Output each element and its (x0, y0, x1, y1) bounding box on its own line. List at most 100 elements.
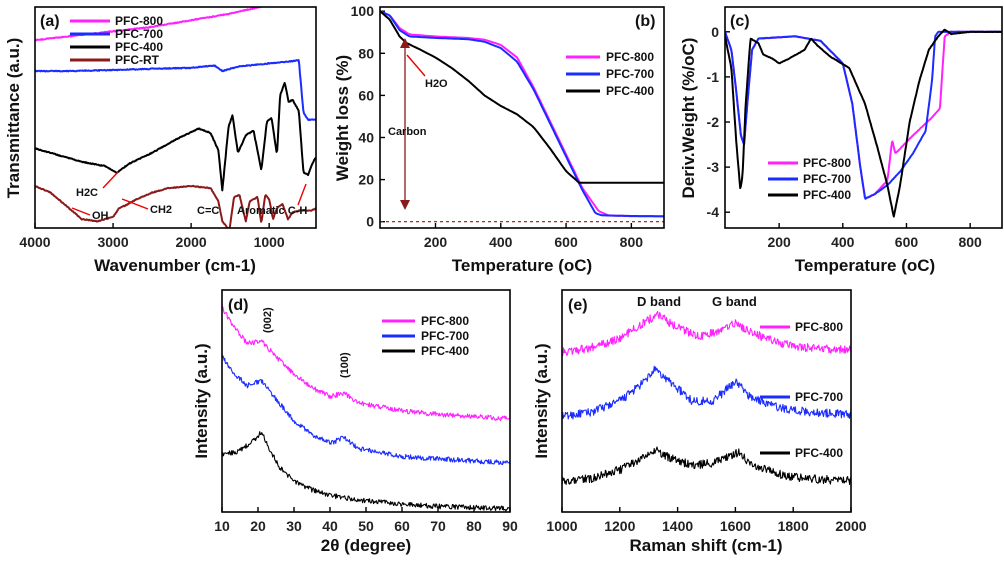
panel-d-xtick-label: 40 (322, 518, 338, 534)
panel-d-xtick-label: 70 (430, 518, 446, 534)
panel-e-xtick-label: 1800 (778, 518, 809, 534)
legend-e-400: PFC-400 (795, 446, 843, 460)
panel-b-ylabel: Weight loss (%) (333, 55, 352, 181)
panel-c-ytick-label: -4 (707, 204, 720, 220)
panel-b-frame (379, 6, 665, 229)
anno-carbon: Carbon (388, 126, 427, 138)
anno-h2c-arrow (102, 171, 119, 189)
panel-a-ylabel: Transmittance (a.u.) (4, 38, 23, 199)
panel-c-label: (c) (730, 13, 750, 30)
panel-d-series (222, 305, 510, 512)
panel-d-ylabel: Intensity (a.u.) (192, 343, 211, 458)
panel-c-ylabel: Deriv.Weight (%/oC) (679, 38, 698, 199)
series-line-pfc-700 (380, 10, 664, 218)
series-line-pfc-800 (380, 10, 664, 218)
panel-a-frame (34, 6, 317, 229)
panel-d-frame (221, 289, 511, 513)
legend-pfc400: PFC-400 (115, 40, 163, 54)
panel-a-xtick-label: 4000 (19, 234, 50, 250)
panel-d-xtick-label: 60 (394, 518, 410, 534)
panel-c-frame (724, 6, 1003, 229)
series-line-pfc-700 (562, 365, 851, 421)
panel-b-xlabel: Temperature (oC) (452, 256, 592, 275)
panel-a-ticks: 4000 3000 2000 1000 (19, 223, 285, 250)
panel-c-ytick-label: -1 (707, 69, 720, 85)
panel-b-ytick-label: 100 (351, 3, 375, 19)
legend-c-400: PFC-400 (803, 188, 851, 202)
panel-d-xtick-label: 90 (502, 518, 518, 534)
panel-e-xtick-label: 1400 (662, 518, 693, 534)
legend-pfcrt: PFC-RT (115, 53, 160, 67)
panel-a-label: (a) (40, 13, 60, 30)
panel-c-xtick-label: 800 (958, 234, 982, 250)
legend-b-800: PFC-800 (606, 50, 654, 64)
panel-e-series (562, 310, 851, 486)
panel-d-label: (d) (228, 297, 248, 314)
panel-b-ytick-label: 60 (358, 87, 374, 103)
panel-c-xlabel: Temperature (oC) (795, 256, 935, 275)
series-line-pfc-400 (222, 431, 510, 512)
anno-g-band: G band (712, 294, 757, 309)
panel-a-annotations: H2C OH CH2 C=C Aromatic C-H (71, 171, 307, 222)
anno-ch2: CH2 (150, 204, 172, 216)
carbon-arrow-head-up (400, 38, 410, 48)
panel-c-ytick-label: -2 (707, 114, 720, 130)
panel-b-ytick-label: 80 (358, 45, 374, 61)
anno-oh: OH (92, 210, 109, 222)
panel-c-xtick-label: 400 (831, 234, 855, 250)
panel-d-xtick-label: 10 (214, 518, 230, 534)
panel-c-legend: PFC-800 PFC-700 PFC-400 (768, 156, 851, 202)
panel-d-xlabel: 2θ (degree) (321, 536, 411, 555)
panel-b-xtick-label: 200 (424, 234, 448, 250)
anno-100: (100) (339, 352, 351, 378)
panel-e-xtick-label: 1000 (546, 518, 577, 534)
series-line-pfc-400 (725, 28, 1002, 218)
panel-b-ytick-label: 40 (358, 129, 374, 145)
panel-a-xtick-label: 1000 (254, 234, 285, 250)
panel-b-xtick-label: 800 (620, 234, 644, 250)
legend-c-700: PFC-700 (803, 172, 851, 186)
anno-aromatic: Aromatic C-H (237, 205, 307, 217)
panel-e-xtick-label: 2000 (835, 518, 866, 534)
legend-b-400: PFC-400 (606, 84, 654, 98)
panel-a-xlabel: Wavenumber (cm-1) (94, 256, 256, 275)
panel-c-ytick-label: -3 (707, 159, 720, 175)
series-line-pfc-800 (222, 305, 510, 422)
panel-e-xlabel: Raman shift (cm-1) (629, 536, 782, 555)
panel-b-legend: PFC-800 PFC-700 PFC-400 (566, 50, 654, 98)
panel-e-ticks: 1000 1200 1400 1600 1800 2000 (546, 507, 867, 534)
anno-d-band: D band (637, 294, 681, 309)
panel-b-series (380, 10, 664, 218)
panel-a-legend: PFC-800 PFC-700 PFC-400 PFC-RT (70, 14, 163, 67)
series-line-pfc-700 (222, 355, 510, 466)
legend-b-700: PFC-700 (606, 67, 654, 81)
series-line-pfc-400 (562, 446, 851, 486)
panel-a-xtick-label: 3000 (97, 234, 128, 250)
series-line-pfc-700 (35, 59, 316, 122)
panel-b-xtick-label: 600 (554, 234, 578, 250)
panel-e-xtick-label: 1200 (604, 518, 635, 534)
legend-e-800: PFC-800 (795, 320, 843, 334)
panel-d-xtick-label: 80 (466, 518, 482, 534)
panel-b-ticks: 200 400 600 800 0 20 40 60 80 100 (351, 3, 644, 250)
series-line-pfc-400 (35, 82, 316, 192)
panel-a-xtick-label: 2000 (176, 234, 207, 250)
panel-b-ytick-label: 20 (358, 172, 374, 188)
panel-e-frame (561, 289, 852, 513)
panel-e-xtick-label: 1600 (720, 518, 751, 534)
legend-pfc800: PFC-800 (115, 14, 163, 28)
panel-c-xtick-label: 200 (767, 234, 791, 250)
anno-cc: C=C (197, 205, 219, 217)
panel-b-xtick-label: 400 (489, 234, 513, 250)
panel-d-xtick-label: 20 (250, 518, 266, 534)
panel-c: 200 400 600 800 -4 -3 -2 -1 0 (c) PFC-800 PFC-70… (679, 6, 1003, 275)
anno-ch2-arrow (121, 198, 149, 210)
panel-d-legend: PFC-800 PFC-700 PFC-400 (382, 314, 469, 358)
anno-oh-arrow (71, 207, 91, 216)
legend-d-400: PFC-400 (421, 344, 469, 358)
panel-a: 4000 3000 2000 1000 (a) PFC-800 PFC-700 PFC… (4, 6, 317, 275)
panel-b-ytick-label: 0 (366, 214, 374, 230)
legend-c-800: PFC-800 (803, 156, 851, 170)
